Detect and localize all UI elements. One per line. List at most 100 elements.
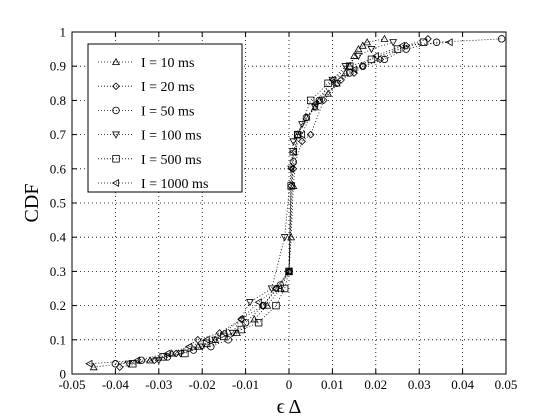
- series-6: [85, 38, 453, 368]
- x-tick-label: 0.02: [364, 377, 387, 392]
- y-tick-label: 0.9: [50, 59, 66, 74]
- data-point: [159, 353, 167, 361]
- data-point: [367, 55, 376, 64]
- data-point: [389, 39, 398, 47]
- data-point: [163, 349, 171, 358]
- x-tick-label: -0.05: [58, 377, 85, 392]
- data-point: [371, 51, 379, 60]
- y-tick-label: 0.5: [50, 196, 66, 211]
- x-tick-label: 0: [286, 377, 293, 392]
- data-point: [302, 113, 311, 121]
- data-point: [228, 329, 237, 338]
- y-tick-label: 0.2: [50, 298, 66, 313]
- data-point: [310, 99, 319, 108]
- y-tick-label: 0.3: [50, 264, 66, 279]
- data-point: [289, 147, 297, 156]
- data-point: [129, 360, 137, 368]
- y-tick-label: 0: [60, 367, 67, 382]
- data-point: [298, 137, 306, 146]
- series-layer: [85, 34, 506, 372]
- data-point: [284, 267, 293, 276]
- ticks: [71, 31, 507, 375]
- data-point: [272, 301, 280, 310]
- data-point: [245, 299, 254, 307]
- data-point: [287, 182, 295, 190]
- data-point: [345, 62, 354, 70]
- data-point: [254, 298, 262, 307]
- data-point: [254, 318, 263, 327]
- legend-label: I = 10 ms: [141, 56, 194, 71]
- x-tick-label: -0.03: [145, 377, 172, 392]
- y-axis-title: CDF: [21, 184, 43, 223]
- data-point: [367, 46, 376, 54]
- series-line: [115, 38, 502, 365]
- data-point: [293, 130, 302, 139]
- data-point: [302, 113, 311, 122]
- y-tick-label: 0.4: [50, 230, 67, 245]
- data-point: [397, 41, 405, 50]
- y-tick-label: 0.8: [50, 93, 66, 108]
- series-line: [128, 41, 394, 365]
- legend-marker: [112, 106, 120, 115]
- data-point: [241, 319, 250, 327]
- data-point: [328, 75, 336, 84]
- y-tick-label: 0.1: [50, 332, 66, 347]
- legend-label: I = 50 ms: [141, 104, 194, 119]
- data-point: [237, 315, 245, 324]
- data-point: [85, 359, 93, 368]
- data-point: [341, 63, 350, 71]
- data-point: [237, 315, 246, 324]
- x-tick-label: 0.03: [408, 377, 431, 392]
- legend-entry: I = 10 ms: [98, 56, 194, 71]
- data-point: [349, 65, 358, 74]
- data-point: [497, 35, 506, 43]
- tick-labels: -0.05 -0.04 -0.03 -0.02 -0.01 0 0.01 0.02 0.03 0.…: [50, 25, 518, 393]
- data-point: [380, 55, 389, 64]
- legend-marker: [112, 131, 120, 139]
- data-point: [289, 158, 298, 166]
- data-point: [289, 181, 298, 189]
- data-point: [250, 315, 259, 323]
- series-3: [111, 35, 506, 368]
- data-point: [319, 96, 328, 105]
- data-point: [289, 138, 298, 146]
- data-point: [297, 130, 306, 139]
- legend-marker: [111, 179, 120, 187]
- data-point: [237, 325, 245, 334]
- data-point: [324, 79, 332, 87]
- data-point: [198, 343, 207, 351]
- legend-entry: I = 20 ms: [98, 80, 194, 95]
- y-tick-label: 0.6: [50, 161, 67, 176]
- legend-marker: [112, 82, 120, 91]
- data-point: [350, 69, 358, 77]
- data-point: [298, 121, 306, 129]
- data-point: [219, 328, 227, 337]
- data-point: [337, 76, 345, 84]
- data-point: [287, 165, 296, 173]
- data-point: [280, 234, 289, 242]
- data-point: [380, 34, 389, 42]
- data-point: [306, 130, 315, 139]
- data-point: [402, 45, 410, 53]
- data-point: [354, 52, 363, 61]
- data-point: [280, 284, 289, 293]
- legend: I = 10 ms I = 20 ms I = 50 ms I = 100 ms I =…: [87, 43, 243, 193]
- data-point: [359, 62, 367, 70]
- x-axis-title: ϵ Δ: [277, 396, 302, 418]
- data-point: [181, 349, 189, 358]
- data-point: [111, 360, 120, 368]
- legend-marker: [112, 155, 120, 163]
- data-point: [311, 104, 320, 112]
- data-point: [306, 96, 315, 105]
- legend-label: I = 100 ms: [141, 129, 201, 144]
- data-point: [285, 267, 293, 275]
- data-point: [259, 301, 267, 310]
- x-tick-label: -0.04: [102, 377, 130, 392]
- legend-label: I = 1000 ms: [141, 177, 208, 192]
- data-point: [346, 62, 354, 70]
- data-point: [445, 38, 453, 47]
- data-point: [376, 55, 385, 64]
- legend-entry: I = 50 ms: [98, 104, 194, 119]
- x-tick-label: 0.05: [495, 377, 518, 392]
